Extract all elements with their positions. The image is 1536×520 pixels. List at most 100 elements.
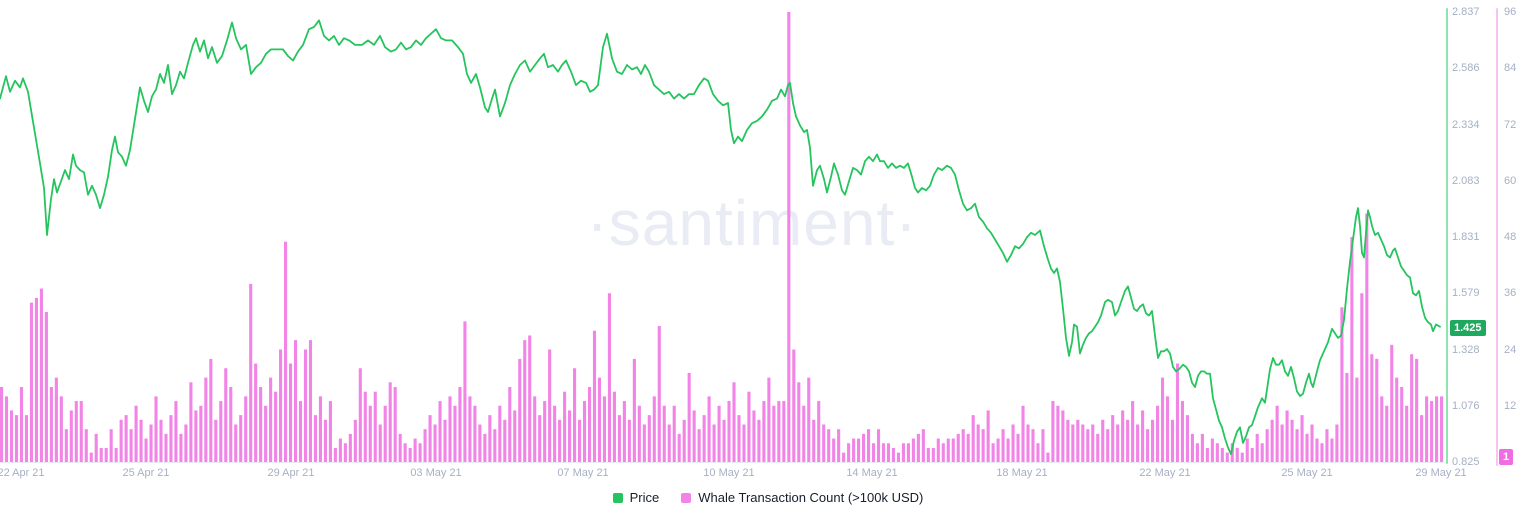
whale-transaction-bar[interactable] xyxy=(1190,433,1194,463)
whale-transaction-bar[interactable] xyxy=(852,438,856,462)
whale-transaction-bar[interactable] xyxy=(1021,405,1025,462)
whale-transaction-bar[interactable] xyxy=(104,447,108,462)
whale-transaction-bar[interactable] xyxy=(926,447,930,462)
whale-transaction-bar[interactable] xyxy=(533,396,537,463)
whale-transaction-bar[interactable] xyxy=(1116,424,1120,463)
whale-transaction-bar[interactable] xyxy=(1305,433,1309,463)
whale-transaction-bar[interactable] xyxy=(64,429,68,462)
whale-transaction-bar[interactable] xyxy=(363,391,367,462)
whale-transaction-bar[interactable] xyxy=(1275,405,1279,462)
whale-transaction-bar[interactable] xyxy=(931,447,935,462)
whale-transaction-bar[interactable] xyxy=(1170,419,1175,462)
whale-transaction-bar[interactable] xyxy=(528,335,532,462)
whale-transaction-bar[interactable] xyxy=(1031,429,1035,462)
whale-transaction-bar[interactable] xyxy=(1385,405,1389,462)
whale-transaction-bar[interactable] xyxy=(174,401,178,462)
whale-transaction-bar[interactable] xyxy=(1250,447,1254,462)
whale-transaction-bar[interactable] xyxy=(1375,358,1379,463)
whale-transaction-bar[interactable] xyxy=(1205,447,1209,462)
whale-transaction-bar[interactable] xyxy=(139,419,143,462)
whale-transaction-bar[interactable] xyxy=(936,438,940,462)
whale-transaction-bar[interactable] xyxy=(563,391,567,462)
whale-transaction-bar[interactable] xyxy=(109,429,113,462)
whale-transaction-bar[interactable] xyxy=(323,419,327,462)
whale-transaction-bar[interactable] xyxy=(1355,377,1359,463)
whale-transaction-bar[interactable] xyxy=(886,443,891,462)
whale-transaction-bar[interactable] xyxy=(1091,424,1095,463)
whale-transaction-bar[interactable] xyxy=(114,447,118,462)
whale-transaction-bar[interactable] xyxy=(438,401,442,462)
whale-transaction-bar[interactable] xyxy=(353,419,357,462)
whale-transaction-bar[interactable] xyxy=(428,415,432,463)
whale-transaction-bar[interactable] xyxy=(1410,354,1414,462)
whale-transaction-bar[interactable] xyxy=(956,433,960,463)
whale-transaction-bar[interactable] xyxy=(727,401,731,462)
whale-transaction-bar[interactable] xyxy=(996,438,1000,462)
whale-transaction-bar[interactable] xyxy=(966,433,970,463)
whale-transaction-bar[interactable] xyxy=(413,438,417,462)
whale-transaction-bar[interactable] xyxy=(1335,424,1339,463)
whale-transaction-bar[interactable] xyxy=(1425,396,1429,463)
whale-transaction-bar[interactable] xyxy=(941,443,945,462)
whale-transaction-bar[interactable] xyxy=(1290,419,1294,462)
whale-transaction-bar[interactable] xyxy=(1240,452,1244,463)
whale-transaction-bar[interactable] xyxy=(1380,396,1384,463)
whale-transaction-bar[interactable] xyxy=(194,410,198,462)
whale-transaction-bar[interactable] xyxy=(368,405,372,462)
whale-transaction-bar[interactable] xyxy=(817,401,821,462)
whale-transaction-bar[interactable] xyxy=(313,415,318,463)
whale-transaction-bar[interactable] xyxy=(39,288,43,462)
whale-transaction-bar[interactable] xyxy=(1245,438,1249,462)
whale-transaction-bar[interactable] xyxy=(343,443,347,462)
whale-transaction-bar[interactable] xyxy=(807,377,811,463)
whale-transaction-bar[interactable] xyxy=(239,415,243,463)
whale-transaction-bar[interactable] xyxy=(508,387,512,462)
whale-transaction-bar[interactable] xyxy=(1310,424,1314,463)
whale-transaction-bar[interactable] xyxy=(573,368,577,462)
whale-transaction-bar[interactable] xyxy=(672,405,676,462)
whale-transaction-bar[interactable] xyxy=(1036,443,1040,462)
whale-transaction-bar[interactable] xyxy=(338,438,342,462)
whale-transaction-bar[interactable] xyxy=(981,429,985,462)
whale-transaction-bar[interactable] xyxy=(403,443,407,462)
whale-transaction-bar[interactable] xyxy=(772,405,776,462)
whale-transaction-bar[interactable] xyxy=(1315,438,1319,462)
whale-transaction-bar[interactable] xyxy=(358,368,362,462)
whale-transaction-bar[interactable] xyxy=(871,443,876,462)
whale-transaction-bar[interactable] xyxy=(553,405,557,462)
whale-transaction-bar[interactable] xyxy=(717,405,721,462)
whale-transaction-bar[interactable] xyxy=(1180,401,1185,462)
whale-transaction-bar[interactable] xyxy=(1061,410,1065,462)
whale-transaction-bar[interactable] xyxy=(1131,401,1135,462)
whale-transaction-bar[interactable] xyxy=(259,387,263,462)
whale-transaction-bar[interactable] xyxy=(14,415,19,463)
whale-transaction-bar[interactable] xyxy=(289,363,293,462)
whale-transaction-bar[interactable] xyxy=(1325,429,1329,462)
whale-transaction-bar[interactable] xyxy=(782,401,786,462)
whale-transaction-bar[interactable] xyxy=(249,283,253,463)
whale-transaction-bar[interactable] xyxy=(1420,415,1424,463)
whale-transaction-bar[interactable] xyxy=(568,410,572,462)
whale-transaction-bar[interactable] xyxy=(318,396,322,463)
whale-transaction-bar[interactable] xyxy=(1106,429,1110,462)
whale-transaction-bar[interactable] xyxy=(842,452,846,463)
whale-transaction-bar[interactable] xyxy=(44,312,48,462)
whale-transaction-bar[interactable] xyxy=(54,377,58,463)
whale-transaction-bar[interactable] xyxy=(298,401,303,462)
whale-transaction-bar[interactable] xyxy=(234,424,238,463)
whale-transaction-bar[interactable] xyxy=(597,377,602,463)
whale-transaction-bar[interactable] xyxy=(468,396,472,463)
whale-transaction-bar[interactable] xyxy=(1370,354,1374,462)
whale-transaction-bar[interactable] xyxy=(1300,415,1304,463)
whale-transaction-bar[interactable] xyxy=(1350,237,1354,462)
whale-transaction-bar[interactable] xyxy=(592,330,597,462)
whale-transaction-bar[interactable] xyxy=(961,429,965,462)
whale-transaction-bar[interactable] xyxy=(293,340,298,463)
whale-transaction-bar[interactable] xyxy=(463,321,467,463)
whale-transaction-bar[interactable] xyxy=(538,415,542,463)
chart-plot-area[interactable] xyxy=(0,0,1447,475)
whale-transaction-bar[interactable] xyxy=(279,349,283,463)
whale-transaction-bar[interactable] xyxy=(488,415,492,463)
whale-transaction-bar[interactable] xyxy=(244,396,248,463)
whale-transaction-bar[interactable] xyxy=(303,349,308,463)
